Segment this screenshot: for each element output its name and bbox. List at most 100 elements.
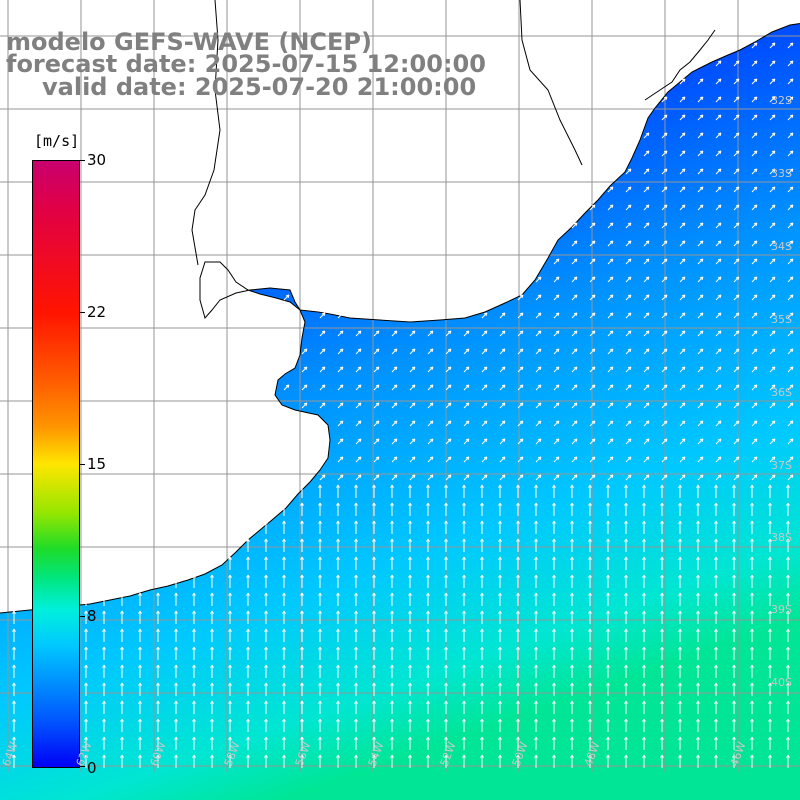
wind-vector-head [483, 312, 488, 315]
wind-vector-head [714, 484, 717, 488]
wind-vector-head [462, 736, 465, 740]
wind-vector-head [408, 664, 411, 668]
wind-vector [787, 402, 794, 409]
wind-vector [409, 402, 416, 409]
wind-vector-head [771, 276, 776, 279]
lat-label: 38S [771, 531, 792, 544]
wind-vector [373, 330, 380, 337]
wind-vector-head [606, 736, 609, 740]
wind-vector-head [663, 384, 668, 387]
wind-vector-head [408, 700, 411, 704]
wind-vector-head [156, 754, 159, 758]
wind-vector-head [606, 520, 609, 524]
wind-vector-head [537, 420, 542, 423]
wind-vector-head [732, 484, 735, 488]
wind-vector [751, 402, 758, 409]
wind-vector-head [84, 610, 87, 614]
wind-vector-head [732, 574, 735, 578]
wind-vector-head [750, 592, 753, 596]
wind-vector-head [12, 610, 15, 614]
wind-vector-head [174, 664, 177, 668]
wind-vector-head [789, 474, 794, 477]
wind-vector-head [624, 502, 627, 506]
wind-vector-head [717, 330, 722, 333]
wind-vector-head [483, 384, 488, 387]
wind-vector-head [555, 438, 560, 441]
wind-vector-head [663, 438, 668, 441]
wind-vector-head [321, 384, 326, 387]
wind-vector-head [663, 294, 668, 297]
wind-vector [661, 114, 668, 121]
wind-vector-head [771, 312, 776, 315]
valid-date: valid date: 2025-07-20 21:00:00 [42, 73, 477, 101]
wind-vector-head [264, 700, 267, 704]
wind-vector-head [768, 682, 771, 686]
wind-vector [499, 402, 506, 409]
wind-vector-head [498, 646, 501, 650]
wind-vector-head [318, 718, 321, 722]
wind-vector [697, 240, 704, 247]
wind-vector-head [789, 420, 794, 423]
wind-vector-head [120, 736, 123, 740]
wind-vector-head [501, 420, 506, 423]
wind-vector-head [339, 366, 344, 369]
wind-vector-head [246, 574, 249, 578]
wind-vector-head [354, 700, 357, 704]
wind-vector-head [753, 150, 758, 153]
wind-vector [517, 330, 524, 337]
wind-vector-head [699, 240, 704, 243]
wind-vector-head [627, 240, 632, 243]
wind-vector-head [627, 402, 632, 405]
wind-vector-head [408, 682, 411, 686]
wind-vector-head [354, 502, 357, 506]
wind-vector [589, 384, 596, 391]
wind-vector-head [699, 186, 704, 189]
wind-vector-head [663, 258, 668, 261]
wind-vector-head [318, 484, 321, 488]
wind-vector [553, 438, 560, 445]
wind-vector-head [156, 664, 159, 668]
wind-vector [751, 474, 758, 481]
wind-vector-head [696, 484, 699, 488]
wind-vector-head [660, 592, 663, 596]
wind-vector-head [753, 60, 758, 63]
wind-vector-head [663, 132, 668, 135]
wind-vector-head [714, 646, 717, 650]
wind-vector-head [411, 420, 416, 423]
wind-vector-head [573, 240, 578, 243]
wind-vector-head [228, 682, 231, 686]
wind-vector [571, 276, 578, 283]
wind-vector [445, 402, 452, 409]
wind-vector-head [336, 610, 339, 614]
wind-vector-head [570, 610, 573, 614]
wind-vector-head [228, 664, 231, 668]
wind-vector-head [156, 610, 159, 614]
wind-vector-head [645, 330, 650, 333]
wind-vector-head [303, 366, 308, 369]
wind-vector [751, 186, 758, 193]
wind-vector [355, 366, 362, 373]
wind-vector-head [624, 592, 627, 596]
wind-vector-head [429, 474, 434, 477]
wind-vector [769, 330, 776, 337]
wind-vector-head [138, 700, 141, 704]
wind-vector-head [696, 628, 699, 632]
wind-vector-head [771, 168, 776, 171]
wind-vector-head [732, 592, 735, 596]
wind-vector-head [447, 366, 452, 369]
wind-vector-head [321, 474, 326, 477]
wind-vector-head [645, 402, 650, 405]
wind-vector-head [534, 646, 537, 650]
wind-vector [463, 348, 470, 355]
wind-vector-head [516, 700, 519, 704]
wind-vector-head [789, 402, 794, 405]
wind-vector-head [156, 700, 159, 704]
wind-vector-head [699, 312, 704, 315]
wind-vector [571, 438, 578, 445]
wind-vector-head [303, 348, 308, 351]
wind-vector [607, 474, 614, 481]
wind-vector-head [501, 402, 506, 405]
wind-vector-head [642, 502, 645, 506]
wind-vector [679, 366, 686, 373]
wind-vector-head [483, 330, 488, 333]
